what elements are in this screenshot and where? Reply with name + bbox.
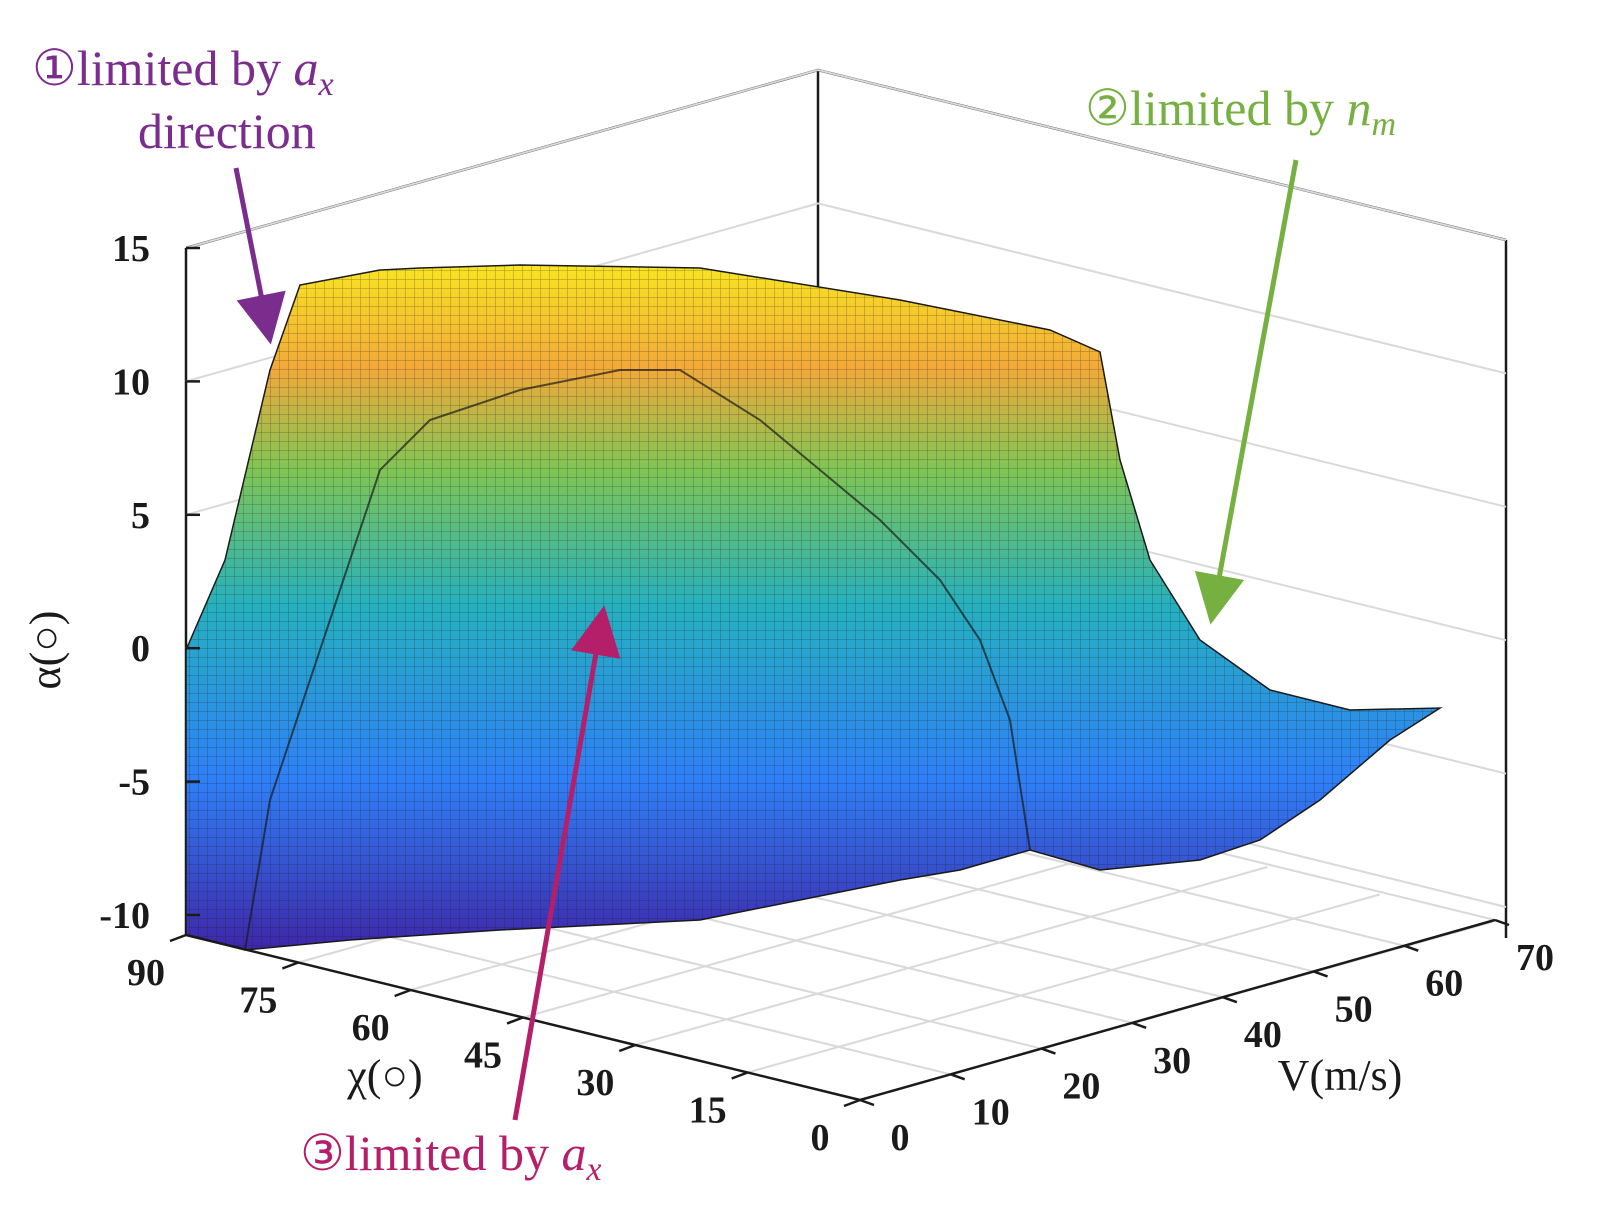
svg-text:①limited by ax: ①limited by ax [32, 40, 334, 103]
z-tick-label: 10 [112, 361, 150, 403]
v-tick-label: 0 [891, 1117, 910, 1159]
chi-tick-label: 60 [352, 1007, 390, 1049]
surface-mesh-overlay [186, 265, 1440, 950]
chi-tick-mark [169, 933, 187, 943]
chi-tick-label: 75 [239, 980, 277, 1022]
z-tick-label: -10 [99, 895, 150, 937]
v-tick-mark [859, 1098, 875, 1107]
v-tick-label: 20 [1062, 1066, 1100, 1108]
v-tick-label: 10 [972, 1091, 1010, 1133]
annotation-3: ③limited by ax [300, 605, 621, 1188]
svg-text:③limited by ax: ③limited by ax [300, 1125, 602, 1188]
v-tick-label: 50 [1335, 988, 1373, 1030]
chi-tick-label: 0 [811, 1117, 830, 1159]
z-tick-label: 15 [112, 228, 150, 270]
v-tick-label: 40 [1244, 1014, 1282, 1056]
v-tick-mark [1131, 1021, 1147, 1030]
z-tick-label: 0 [131, 628, 150, 670]
annotation-1: ①limited by ax direction [32, 40, 334, 345]
z-tick-label: -5 [118, 762, 150, 804]
chi-grid-line [635, 866, 1268, 1046]
z-grid-line [185, 69, 819, 249]
chi-tick-label: 15 [689, 1090, 727, 1132]
chi-tick-label: 30 [576, 1062, 614, 1104]
z-axis-ticks: -10 -5 0 5 10 15 [99, 228, 200, 937]
v-tick-mark [1222, 995, 1238, 1004]
v-tick-mark [1041, 1047, 1056, 1055]
z-tick-label: 5 [131, 495, 150, 537]
chi-tick-mark [618, 1043, 636, 1053]
inner-ridge [244, 369, 1031, 951]
annotation-3-arrow [512, 605, 621, 1121]
v-tick-mark [950, 1073, 966, 1081]
chi-tick-mark [731, 1071, 749, 1080]
v-tick-label: 60 [1425, 963, 1463, 1005]
chi-tick-mark [394, 988, 412, 998]
v-tick-mark [1403, 944, 1419, 952]
z-axis-label: α(○) [21, 611, 70, 690]
chi-tick-label: 45 [464, 1035, 502, 1077]
x-axis-label: V(m/s) [1278, 1051, 1403, 1100]
chi-tick-mark [281, 961, 299, 970]
v-tick-label: 70 [1516, 937, 1554, 979]
annotation-2: ②limited by nm [1085, 80, 1396, 625]
svg-text:②limited by nm: ②limited by nm [1085, 80, 1396, 143]
z-grid-line [817, 69, 1507, 241]
v-tick-mark [1494, 918, 1510, 927]
annotation-2-arrow [1194, 159, 1299, 625]
y-axis-ticks: 0 15 30 45 60 75 90 [127, 933, 861, 1159]
z-grid-line [817, 202, 1507, 375]
chi-grid-line [522, 838, 1156, 1019]
v-tick-label: 30 [1153, 1040, 1191, 1082]
x-axis-ticks: 0 10 20 30 40 50 60 70 [859, 918, 1554, 1159]
annotation-1-arrow [233, 167, 286, 345]
chi-tick-mark [843, 1098, 861, 1108]
v-tick-mark [1313, 970, 1328, 978]
svg-text:direction: direction [138, 103, 316, 159]
y-axis-label: χ(○) [346, 1051, 422, 1100]
chi-tick-mark [506, 1016, 524, 1025]
surface-mesh [185, 264, 1443, 951]
chi-grid-line [747, 893, 1380, 1074]
chi-tick-label: 90 [127, 952, 165, 994]
